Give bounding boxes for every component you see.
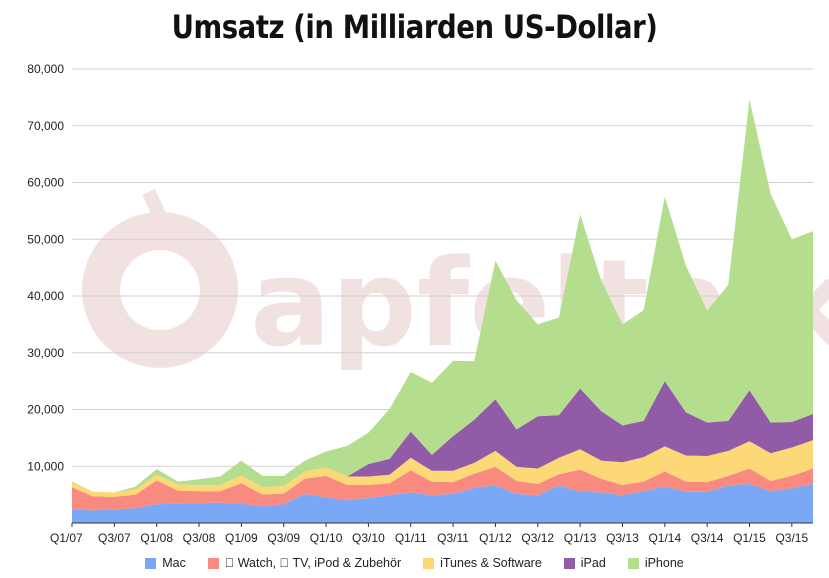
legend-label-3: iPad — [567, 556, 606, 570]
x-tick-label-15: Q3/14 — [691, 531, 724, 545]
legend-item-1:  Watch,  TV, iPod & Zubehör — [207, 556, 401, 570]
legend-item-4: iPhone — [627, 556, 684, 570]
series-area-3 — [72, 381, 813, 493]
y-tick-label-4: 40,000 — [27, 289, 64, 303]
x-tick-label-12: Q1/13 — [564, 531, 597, 545]
series-area-4 — [72, 99, 813, 493]
y-tick-label-0: 80,000 — [27, 62, 64, 76]
legend-swatch-4 — [627, 557, 639, 569]
series-area-1 — [72, 466, 813, 511]
x-tick-label-10: Q1/12 — [479, 531, 512, 545]
legend: Mac  Watch,  TV, iPod & Zubehör iTunes &… — [0, 556, 829, 570]
legend-item-2: iTunes & Software — [423, 556, 542, 570]
chart-title: Umsatz (in Milliarden US-Dollar) — [171, 8, 658, 46]
y-axis-ticks: 80,000 70,000 60,000 50,000 40,000 30,000 20,0… — [27, 62, 64, 473]
y-tick-label-5: 30,000 — [27, 346, 64, 360]
legend-item-0: Mac — [145, 556, 186, 570]
legend-swatch-2 — [423, 557, 435, 569]
legend-label-1:  Watch,  TV, iPod & Zubehör — [225, 556, 401, 570]
y-tick-label-7: 10,000 — [27, 459, 64, 473]
x-tick-label-14: Q1/14 — [648, 531, 681, 545]
legend-swatch-1 — [207, 557, 219, 569]
legend-label-4: iPhone — [631, 556, 684, 570]
x-tick-label-8: Q1/11 — [395, 531, 427, 545]
x-tick-label-5: Q3/09 — [267, 531, 300, 545]
series-area-2 — [72, 440, 813, 497]
legend-swatch-3 — [563, 557, 575, 569]
x-tick-label-3: Q3/08 — [183, 531, 216, 545]
legend-label-2: iTunes & Software — [427, 556, 542, 570]
x-tick-label-2: Q1/08 — [140, 531, 173, 545]
x-tick-label-9: Q3/11 — [437, 531, 469, 545]
legend-item-3: iPad — [563, 556, 606, 570]
y-tick-label-2: 60,000 — [27, 176, 64, 190]
x-axis-ticks: Q1/07 Q3/07 Q1/08 Q3/08 Q1/09 Q3/09 Q1/10 Q3/10… — [50, 523, 808, 545]
x-tick-label-16: Q1/15 — [733, 531, 766, 545]
x-tick-label-11: Q3/12 — [521, 531, 554, 545]
x-tick-label-6: Q1/10 — [310, 531, 343, 545]
x-tick-label-7: Q3/10 — [352, 531, 385, 545]
y-tick-label-1: 70,000 — [27, 119, 64, 133]
x-tick-label-17: Q3/15 — [775, 531, 808, 545]
x-tick-label-4: Q1/09 — [225, 531, 258, 545]
legend-label-0: Mac — [162, 556, 186, 570]
stacked-areas — [72, 99, 813, 523]
x-tick-label-0: Q1/07 — [50, 531, 83, 545]
legend-swatch-0 — [145, 557, 157, 569]
x-tick-label-1: Q3/07 — [98, 531, 131, 545]
y-tick-label-6: 20,000 — [27, 403, 64, 417]
series-area-0 — [72, 483, 813, 523]
x-tick-label-13: Q3/13 — [606, 531, 639, 545]
y-tick-label-3: 50,000 — [27, 232, 64, 246]
